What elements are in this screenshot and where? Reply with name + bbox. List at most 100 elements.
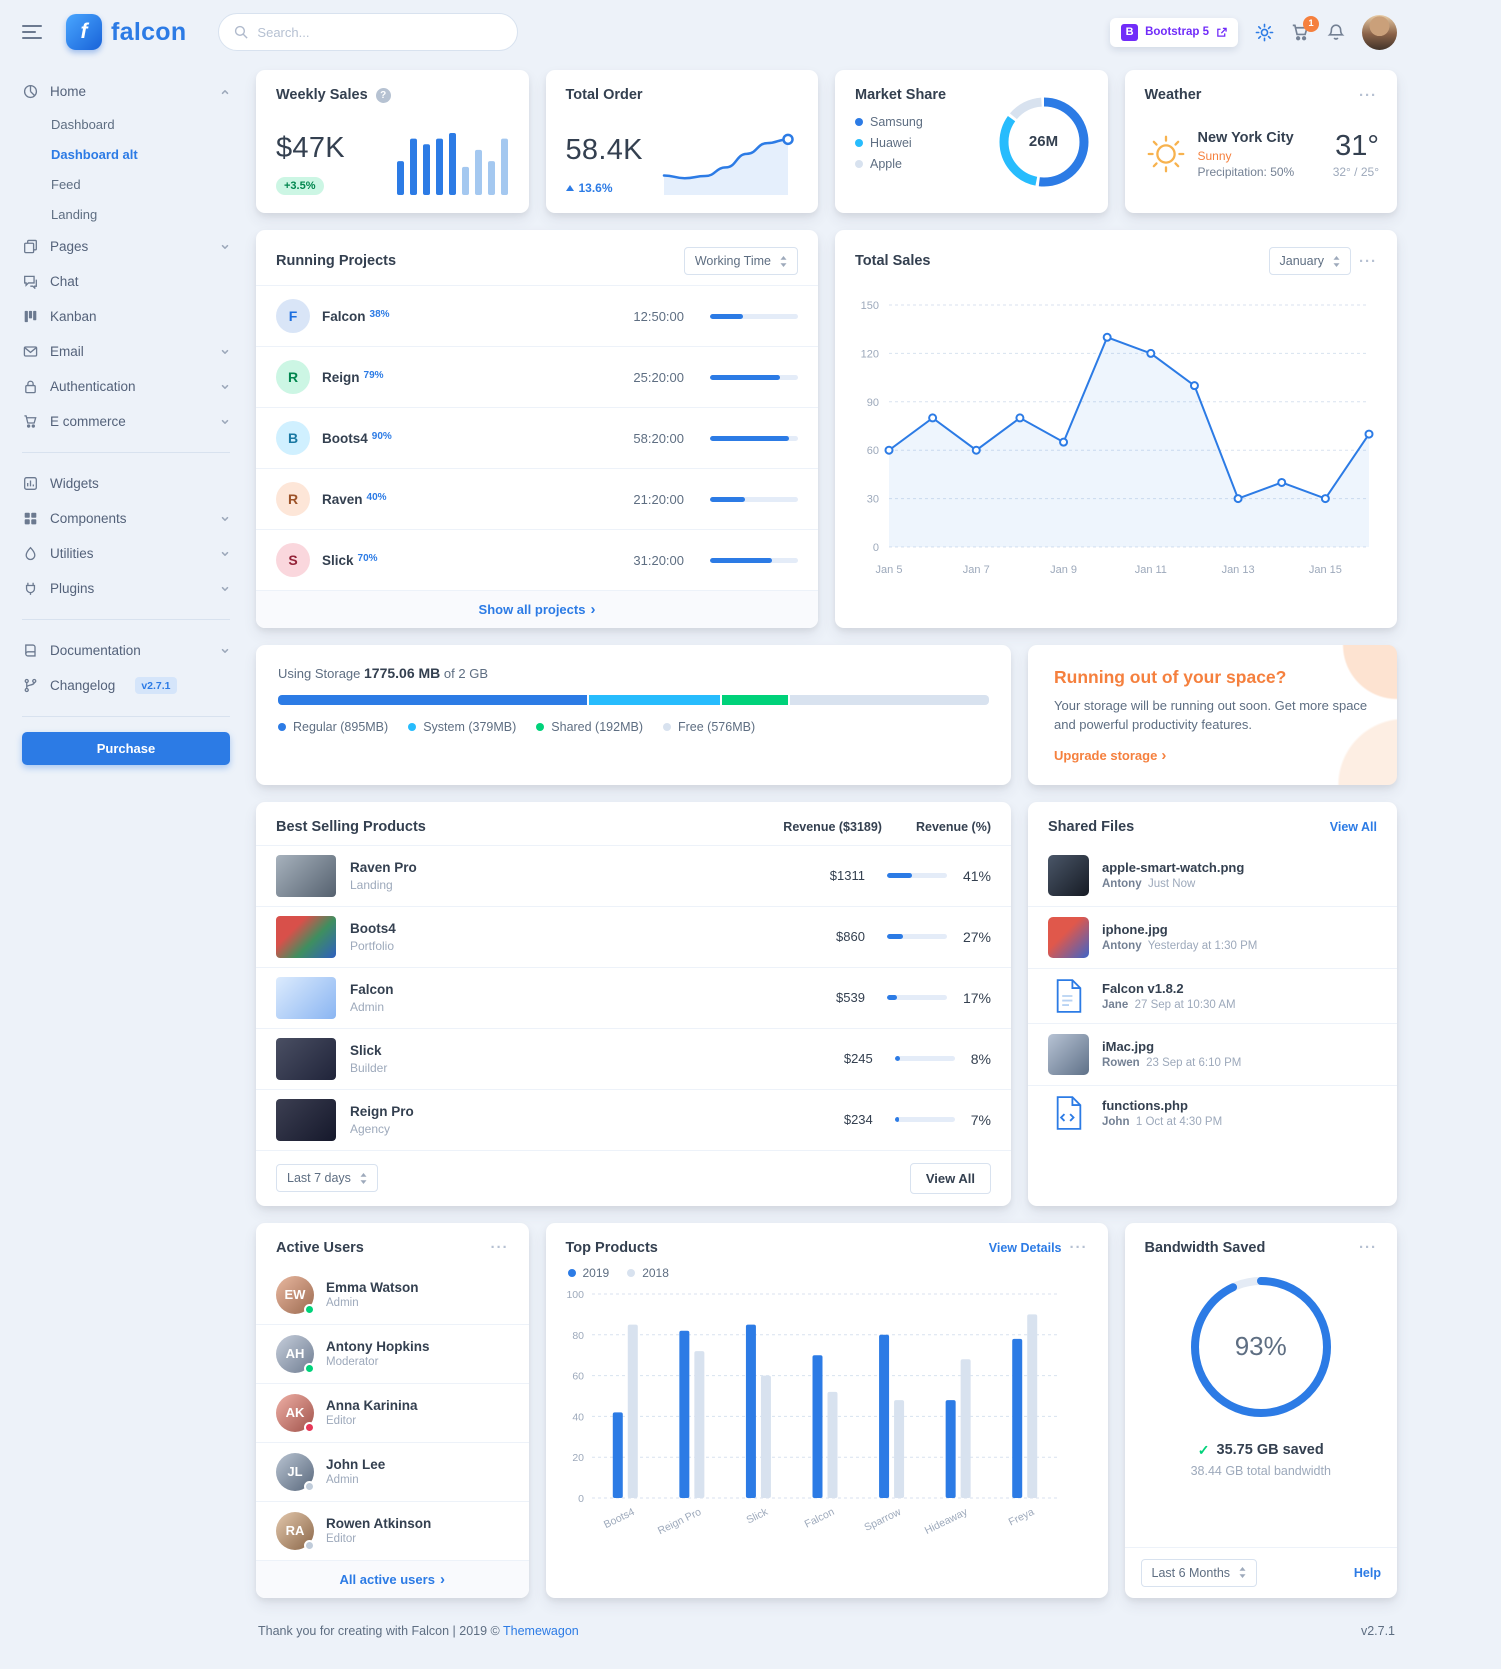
user-role: Editor: [326, 1533, 357, 1546]
status-dot: [304, 1539, 315, 1551]
project-progress-bar: [710, 557, 798, 563]
view-details-link[interactable]: View Details: [988, 1240, 1062, 1255]
user-name-link[interactable]: Anna Karinina: [326, 1398, 418, 1414]
weather-condition: Sunny: [1197, 148, 1232, 163]
sidebar-item-e-commerce[interactable]: E commerce: [22, 404, 230, 439]
user-role: Editor: [326, 1415, 357, 1428]
month-select[interactable]: January: [1268, 247, 1351, 275]
project-name-link[interactable]: Falcon: [322, 309, 366, 324]
home-icon: [22, 84, 39, 99]
profile-avatar[interactable]: [1362, 14, 1397, 50]
project-progress-bar: [710, 496, 798, 502]
user-name-link[interactable]: Emma Watson: [326, 1280, 419, 1296]
help-icon[interactable]: ?: [375, 87, 391, 103]
project-percent: 79%: [363, 370, 384, 381]
sidebar-item-landing[interactable]: Landing: [51, 206, 98, 222]
file-name-link[interactable]: Falcon v1.8.2: [1102, 980, 1184, 996]
all-active-users-link[interactable]: All active users ›: [256, 1559, 529, 1598]
top-products-legend: 2019 2018: [546, 1266, 1108, 1286]
themewagon-link[interactable]: Themewagon: [503, 1623, 579, 1638]
product-name-link[interactable]: Boots4: [350, 920, 396, 936]
svg-text:Jan 11: Jan 11: [1135, 564, 1167, 576]
storage-segment-free-576mb-: [790, 695, 989, 705]
file-name-link[interactable]: functions.php: [1102, 1097, 1188, 1113]
product-revenue-percent: 17%: [962, 989, 991, 1006]
more-menu-icon[interactable]: ···: [1359, 86, 1377, 104]
months-range-select[interactable]: Last 6 Months: [1140, 1558, 1258, 1587]
sidebar-item-dashboard[interactable]: Dashboard: [51, 116, 115, 132]
date-range-select[interactable]: Last 7 days: [276, 1164, 378, 1193]
legend-dot: [855, 139, 863, 147]
svg-text:Boots4: Boots4: [601, 1506, 636, 1531]
status-dot: [304, 1303, 315, 1315]
view-all-button[interactable]: View All: [909, 1162, 991, 1194]
project-name-link[interactable]: Slick: [322, 553, 354, 568]
sidebar-item-kanban[interactable]: Kanban: [22, 299, 230, 334]
more-menu-icon[interactable]: ···: [1069, 1239, 1088, 1257]
project-name-link[interactable]: Boots4: [322, 431, 368, 446]
bandwidth-saved-card: Bandwidth Saved ··· 93% ✓ 35.75 GB saved …: [1124, 1222, 1397, 1598]
user-name-link[interactable]: Rowen Atkinson: [326, 1516, 432, 1532]
user-avatar: AK: [276, 1393, 315, 1433]
file-name-link[interactable]: iMac.jpg: [1102, 1039, 1155, 1055]
sidebar-item-documentation[interactable]: Documentation: [22, 633, 230, 668]
working-time-select[interactable]: Working Time: [683, 247, 798, 275]
chevron-down-icon: [220, 417, 230, 427]
page-footer: Thank you for creating with Falcon | 201…: [256, 1598, 1397, 1668]
sidebar-item-feed[interactable]: Feed: [51, 176, 81, 192]
svg-text:Jan 9: Jan 9: [1050, 564, 1077, 576]
settings-gear-icon[interactable]: [1255, 23, 1274, 42]
sidebar-item-plugins[interactable]: Plugins: [22, 571, 230, 606]
project-name-link[interactable]: Reign: [322, 370, 360, 385]
view-all-link[interactable]: View All: [1329, 819, 1377, 834]
file-row-functions-php: functions.php John 1 Oct at 4:30 PM: [1028, 1084, 1397, 1140]
project-progress-bar: [710, 313, 798, 319]
sidebar-item-changelog[interactable]: Changelog v2.7.1: [22, 668, 230, 703]
more-menu-icon[interactable]: ···: [490, 1239, 509, 1257]
svg-text:60: 60: [867, 445, 879, 457]
user-name-link[interactable]: John Lee: [326, 1457, 386, 1473]
bootstrap-badge[interactable]: B Bootstrap 5: [1110, 17, 1238, 47]
file-name-link[interactable]: iphone.jpg: [1102, 922, 1168, 938]
project-progress-bar: [710, 374, 798, 380]
user-name-link[interactable]: Antony Hopkins: [326, 1339, 430, 1355]
project-name-link[interactable]: Raven: [322, 492, 363, 507]
market-share-donut-chart: 26M: [996, 94, 1092, 190]
user-row-emma-watson: EW Emma Watson Admin: [256, 1266, 529, 1324]
sidebar-item-dashboard-alt[interactable]: Dashboard alt: [51, 146, 138, 162]
sidebar-toggle[interactable]: [22, 23, 42, 41]
more-menu-icon[interactable]: ···: [1359, 1239, 1377, 1257]
sidebar-item-pages[interactable]: Pages: [22, 229, 230, 264]
brand-name: falcon: [111, 17, 187, 46]
active-users-card: Active Users ··· EW Emma Watson Admin AH Ant…: [256, 1222, 529, 1598]
product-name-link[interactable]: Slick: [350, 1042, 382, 1058]
brand[interactable]: f falcon: [66, 14, 186, 50]
storage-legend-item: Free (576MB): [663, 720, 755, 734]
sidebar-item-components[interactable]: Components: [22, 501, 230, 536]
product-name-link[interactable]: Raven Pro: [350, 859, 417, 875]
purchase-button[interactable]: Purchase: [22, 732, 230, 765]
more-menu-icon[interactable]: ···: [1359, 252, 1377, 270]
notifications-bell-icon[interactable]: [1327, 23, 1345, 42]
help-link[interactable]: Help: [1353, 1565, 1381, 1580]
product-row-boots4: Boots4 Portfolio $860 27%: [256, 905, 1011, 967]
storage-segment-system-379mb-: [589, 695, 720, 705]
svg-text:Jan 13: Jan 13: [1222, 564, 1255, 576]
sort-icon: [780, 255, 787, 267]
status-dot: [304, 1480, 315, 1492]
product-name-link[interactable]: Reign Pro: [350, 1103, 414, 1119]
show-all-projects-link[interactable]: Show all projects ›: [256, 590, 818, 628]
sidebar-item-utilities[interactable]: Utilities: [22, 536, 230, 571]
sidebar-item-authentication[interactable]: Authentication: [22, 369, 230, 404]
chevron-right-icon: ›: [590, 601, 596, 618]
sidebar-item-widgets[interactable]: Widgets: [22, 466, 230, 501]
product-name-link[interactable]: Falcon: [350, 981, 394, 997]
file-name-link[interactable]: apple-smart-watch.png: [1102, 860, 1245, 876]
upgrade-storage-link[interactable]: Upgrade storage ›: [1054, 746, 1167, 764]
sidebar-item-email[interactable]: Email: [22, 334, 230, 369]
sidebar-item-chat[interactable]: Chat: [22, 264, 230, 299]
cart-icon[interactable]: 1: [1291, 15, 1319, 42]
search-input[interactable]: [257, 24, 503, 40]
sidebar-item-home[interactable]: Home: [22, 74, 230, 109]
svg-text:100: 100: [566, 1289, 584, 1301]
